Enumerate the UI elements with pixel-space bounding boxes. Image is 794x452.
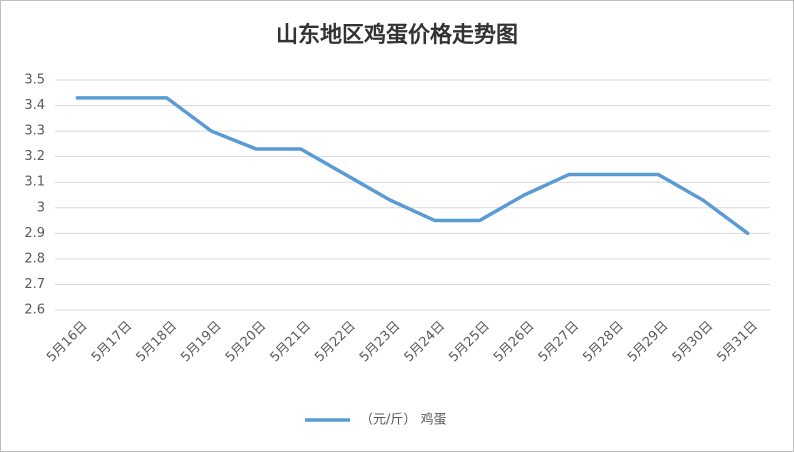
y-tick-label: 3.4 [24, 98, 45, 113]
y-tick-label: 2.9 [24, 226, 45, 241]
y-tick-label: 3.1 [24, 175, 45, 190]
y-tick-label: 2.8 [24, 251, 45, 266]
y-tick-label: 3 [37, 200, 45, 215]
y-tick-label: 2.7 [24, 277, 45, 292]
y-tick-label: 3.5 [24, 73, 45, 88]
legend-label: （元/斤） 鸡蛋 [360, 412, 447, 428]
chart-title: 山东地区鸡蛋价格走势图 [276, 22, 518, 48]
y-tick-label: 3.3 [24, 124, 45, 139]
y-tick-label: 3.2 [24, 149, 45, 164]
y-tick-label: 2.6 [24, 303, 45, 318]
data-line [75, 96, 750, 236]
